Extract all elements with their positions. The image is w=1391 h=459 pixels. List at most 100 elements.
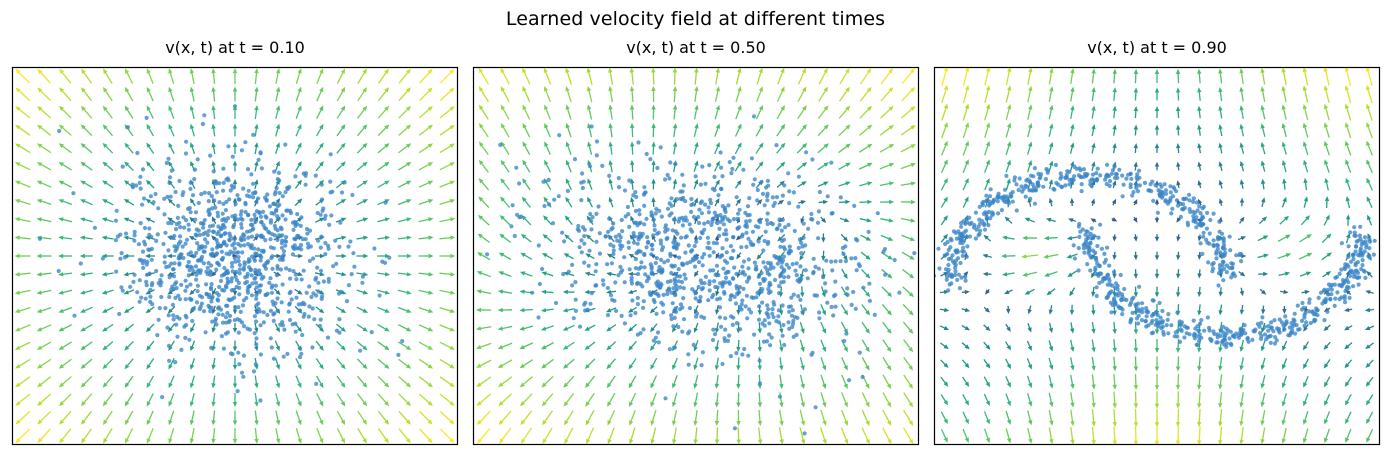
velocity-arrow bbox=[882, 374, 892, 390]
velocity-arrow bbox=[1154, 426, 1160, 445]
velocity-arrow bbox=[357, 428, 367, 444]
particle bbox=[1185, 220, 1190, 225]
particle bbox=[148, 194, 153, 199]
particle bbox=[698, 294, 703, 300]
particle bbox=[275, 308, 280, 313]
velocity-arrow bbox=[168, 123, 175, 137]
velocity-arrow bbox=[757, 322, 762, 334]
velocity-arrow bbox=[1112, 356, 1117, 372]
velocity-arrow bbox=[418, 217, 434, 223]
velocity-arrow bbox=[377, 272, 391, 277]
particle bbox=[716, 193, 721, 198]
velocity-arrow bbox=[418, 235, 434, 240]
velocity-arrow bbox=[900, 162, 917, 170]
particle bbox=[254, 319, 259, 324]
velocity-arrow bbox=[607, 410, 616, 426]
velocity-arrow bbox=[941, 67, 949, 86]
particle bbox=[1187, 207, 1192, 212]
particle bbox=[179, 347, 184, 352]
particle bbox=[258, 258, 263, 263]
particle bbox=[180, 244, 185, 249]
particle bbox=[227, 237, 232, 242]
velocity-arrow bbox=[1175, 408, 1181, 428]
velocity-arrow bbox=[715, 305, 720, 315]
particle bbox=[280, 233, 285, 238]
particle bbox=[571, 316, 576, 321]
velocity-arrow bbox=[939, 325, 950, 331]
particle bbox=[669, 203, 674, 208]
particle bbox=[234, 278, 239, 283]
velocity-arrow bbox=[671, 409, 678, 426]
particle bbox=[726, 203, 731, 208]
particle bbox=[241, 353, 246, 358]
velocity-arrow bbox=[189, 86, 195, 102]
particle bbox=[346, 244, 351, 249]
particle bbox=[737, 225, 742, 230]
particle bbox=[641, 305, 646, 310]
particle bbox=[831, 313, 836, 318]
particle bbox=[1094, 171, 1099, 176]
velocity-arrow bbox=[336, 393, 346, 407]
particle bbox=[1096, 235, 1101, 240]
velocity-arrow bbox=[497, 307, 513, 313]
velocity-arrow bbox=[499, 215, 511, 226]
particle bbox=[186, 259, 191, 265]
particle bbox=[749, 310, 754, 315]
particle bbox=[1137, 168, 1142, 173]
velocity-arrow bbox=[145, 217, 155, 223]
particle bbox=[184, 284, 190, 289]
particle bbox=[1339, 241, 1344, 246]
particle bbox=[740, 298, 745, 303]
particle bbox=[222, 239, 227, 244]
particle bbox=[583, 300, 588, 305]
particle bbox=[760, 300, 765, 305]
velocity-arrow bbox=[1367, 214, 1373, 226]
particle bbox=[770, 195, 775, 200]
velocity-arrow bbox=[1048, 86, 1054, 102]
particle bbox=[717, 254, 723, 260]
particle bbox=[723, 316, 728, 321]
particle bbox=[245, 326, 250, 331]
particle bbox=[252, 212, 257, 217]
velocity-arrow bbox=[1027, 427, 1033, 444]
velocity-arrow bbox=[1175, 391, 1181, 409]
particle bbox=[1102, 260, 1107, 265]
velocity-arrow bbox=[232, 358, 238, 370]
velocity-arrow bbox=[779, 339, 784, 353]
particle bbox=[150, 281, 155, 286]
velocity-arrow bbox=[1344, 394, 1352, 406]
velocity-arrow bbox=[1022, 235, 1037, 241]
particle bbox=[230, 352, 235, 357]
particle bbox=[740, 352, 745, 357]
particle bbox=[738, 305, 743, 310]
particle bbox=[228, 188, 233, 193]
particle bbox=[762, 203, 767, 208]
particle bbox=[301, 268, 306, 273]
velocity-arrow bbox=[124, 105, 134, 119]
particle bbox=[217, 181, 222, 186]
particle bbox=[1135, 189, 1141, 194]
velocity-arrow bbox=[398, 105, 411, 119]
particle bbox=[229, 276, 234, 281]
particle bbox=[216, 312, 221, 317]
particle bbox=[226, 144, 231, 149]
particle bbox=[796, 245, 801, 251]
velocity-arrow bbox=[1133, 338, 1139, 353]
particle bbox=[1076, 224, 1081, 229]
particle bbox=[689, 209, 694, 214]
particle bbox=[751, 182, 756, 187]
particle bbox=[1081, 243, 1086, 248]
particle bbox=[722, 205, 728, 211]
velocity-arrow bbox=[356, 199, 369, 206]
velocity-arrow bbox=[232, 340, 238, 352]
velocity-arrow bbox=[211, 142, 216, 155]
velocity-arrow bbox=[1260, 123, 1266, 137]
particle bbox=[651, 297, 656, 303]
particle bbox=[191, 269, 196, 274]
velocity-arrow bbox=[315, 375, 324, 389]
particle bbox=[1137, 284, 1142, 289]
velocity-arrow bbox=[940, 411, 948, 425]
particle bbox=[627, 267, 632, 272]
velocity-arrow bbox=[1091, 105, 1096, 119]
velocity-arrow bbox=[295, 68, 302, 85]
